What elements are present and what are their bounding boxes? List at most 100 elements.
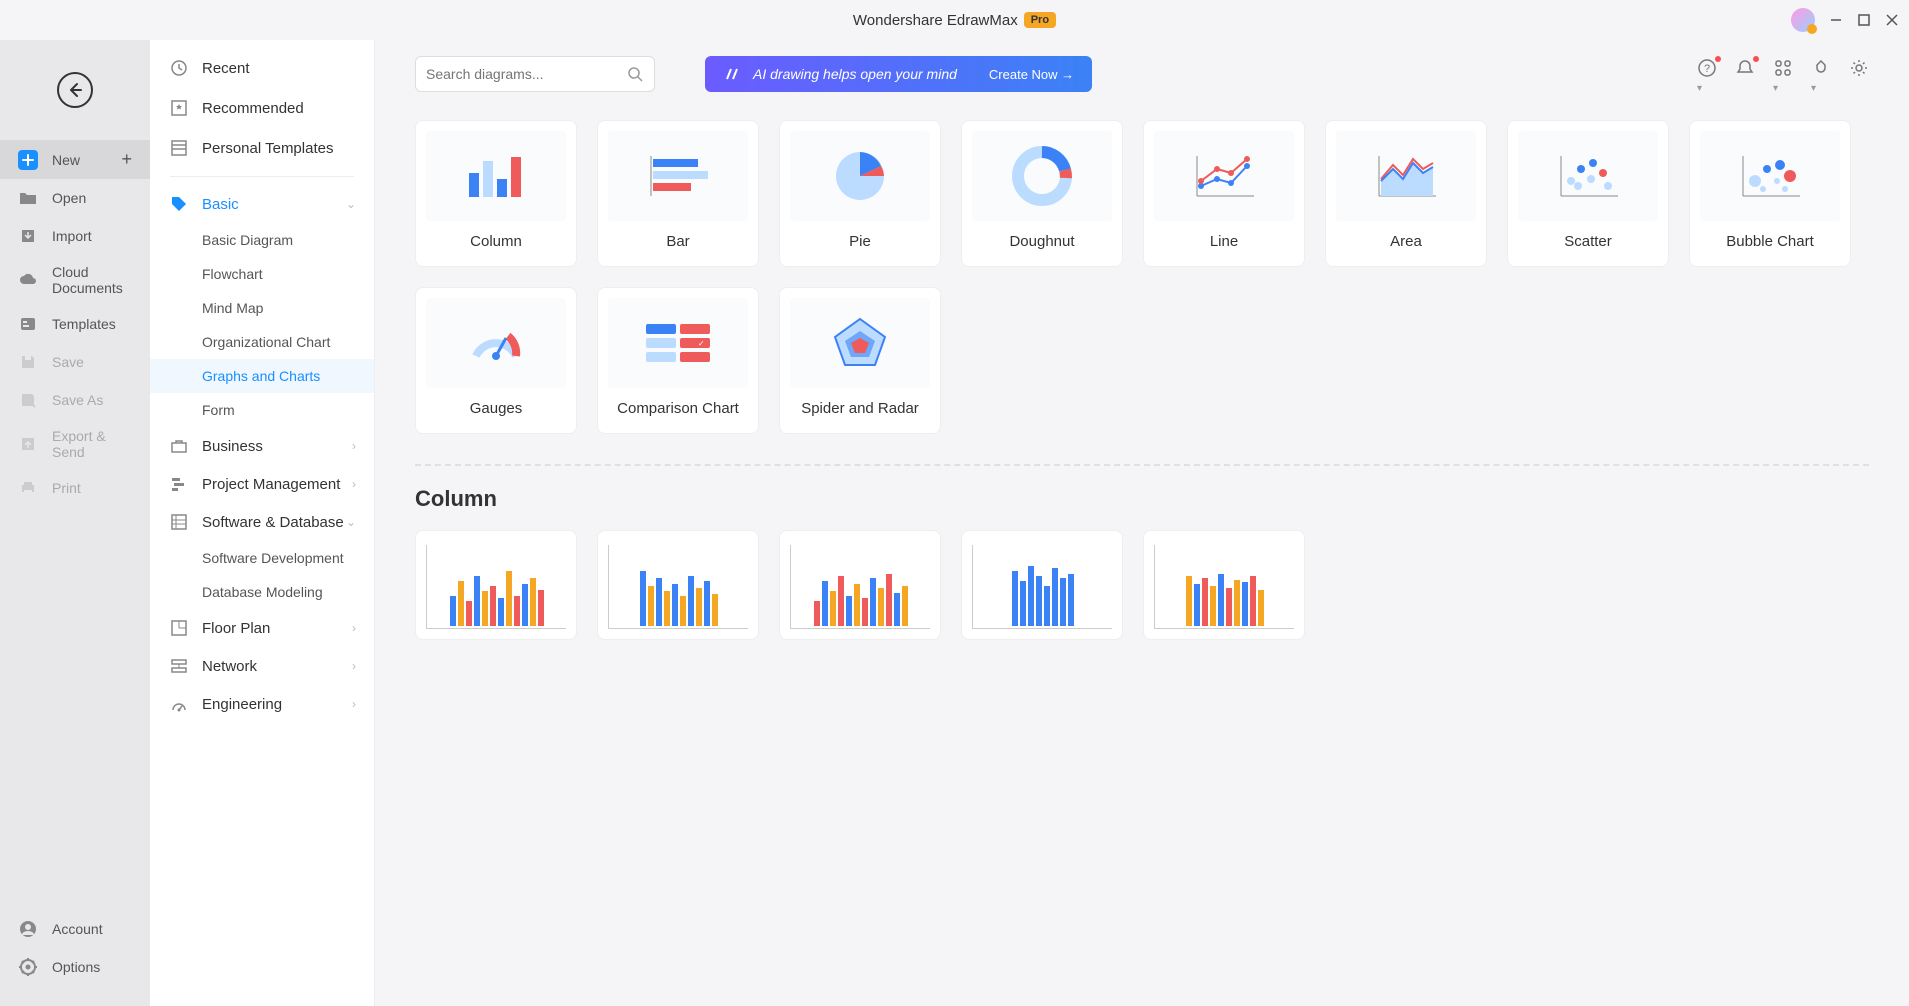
subcategory-graphs-charts[interactable]: Graphs and Charts [150, 359, 374, 393]
template-preview [1154, 545, 1294, 629]
top-toolbar: ?▾ ▾ ▾ [1697, 58, 1869, 96]
category-label: Engineering [202, 696, 282, 713]
preview-column [426, 131, 566, 221]
sidebar-item-print[interactable]: Print [0, 469, 150, 507]
card-bubble[interactable]: Bubble Chart [1689, 120, 1851, 267]
template-card[interactable] [1143, 530, 1305, 640]
card-bar[interactable]: Bar [597, 120, 759, 267]
card-gauges[interactable]: Gauges [415, 287, 577, 434]
engineering-icon [170, 695, 188, 713]
sidebar-item-label: Save As [52, 392, 103, 408]
create-now-button[interactable]: Create Now → [989, 67, 1074, 82]
card-label: Doughnut [1009, 233, 1074, 250]
maximize-icon[interactable] [1857, 13, 1871, 27]
template-grid [415, 530, 1869, 640]
card-area[interactable]: Area [1325, 120, 1487, 267]
save-icon [18, 352, 38, 372]
star-icon [170, 99, 188, 117]
subcategory-database-modeling[interactable]: Database Modeling [150, 575, 374, 609]
category-label: Network [202, 658, 257, 675]
card-column[interactable]: Column [415, 120, 577, 267]
preview-bar [608, 131, 748, 221]
card-scatter[interactable]: Scatter [1507, 120, 1669, 267]
cloud-icon [18, 270, 38, 290]
chevron-right-icon: › [352, 477, 356, 491]
template-card[interactable] [597, 530, 759, 640]
search-field[interactable] [426, 66, 626, 82]
sidebar-item-account[interactable]: Account [0, 910, 150, 948]
category-business[interactable]: Business › [150, 427, 374, 465]
category-label: Floor Plan [202, 620, 270, 637]
subcategory-form[interactable]: Form [150, 393, 374, 427]
card-line[interactable]: Line [1143, 120, 1305, 267]
search-input[interactable] [415, 56, 655, 92]
preview-comparison: ✓ [608, 298, 748, 388]
sidebar-item-label: Cloud Documents [52, 264, 132, 296]
card-doughnut[interactable]: Doughnut [961, 120, 1123, 267]
bell-icon[interactable] [1735, 58, 1755, 96]
category-project-management[interactable]: Project Management › [150, 465, 374, 503]
card-label: Pie [849, 233, 871, 250]
tag-icon [170, 195, 188, 213]
minimize-icon[interactable] [1829, 13, 1843, 27]
theme-icon[interactable]: ▾ [1811, 58, 1831, 96]
card-pie[interactable]: Pie [779, 120, 941, 267]
template-preview [972, 545, 1112, 629]
database-icon [170, 513, 188, 531]
help-icon[interactable]: ?▾ [1697, 58, 1717, 96]
subcategory-basic-diagram[interactable]: Basic Diagram [150, 223, 374, 257]
titlebar: Wondershare EdrawMax Pro [0, 0, 1909, 40]
subcategory-mind-map[interactable]: Mind Map [150, 291, 374, 325]
briefcase-icon [170, 437, 188, 455]
sidebar-item-import[interactable]: Import [0, 217, 150, 255]
category-engineering[interactable]: Engineering › [150, 685, 374, 723]
sidebar-item-templates[interactable]: Templates [0, 305, 150, 343]
sidebar-item-label: Import [52, 228, 92, 244]
sidebar-item-export[interactable]: Export & Send [0, 419, 150, 469]
nav-recent[interactable]: Recent [170, 48, 354, 88]
card-label: Spider and Radar [801, 400, 919, 417]
category-basic[interactable]: Basic ⌄ [150, 185, 374, 223]
category-network[interactable]: Network › [150, 647, 374, 685]
nav-label: Recommended [202, 100, 304, 117]
preview-scatter [1518, 131, 1658, 221]
chevron-down-icon: ⌄ [346, 197, 356, 211]
sidebar-item-options[interactable]: Options [0, 948, 150, 986]
card-label: Bar [666, 233, 689, 250]
subcategory-org-chart[interactable]: Organizational Chart [150, 325, 374, 359]
template-card[interactable] [961, 530, 1123, 640]
card-radar[interactable]: Spider and Radar [779, 287, 941, 434]
nav-label: Personal Templates [202, 140, 333, 157]
category-software-database[interactable]: Software & Database ⌄ [150, 503, 374, 541]
back-button[interactable] [57, 72, 93, 108]
sidebar-item-label: New [52, 152, 80, 168]
app-title: Wondershare EdrawMax [853, 12, 1018, 29]
ai-banner[interactable]: AI drawing helps open your mind Create N… [705, 56, 1092, 92]
section-title: Column [415, 486, 1869, 512]
subcategory-software-dev[interactable]: Software Development [150, 541, 374, 575]
card-label: Scatter [1564, 233, 1612, 250]
gear-icon [18, 957, 38, 977]
template-card[interactable] [415, 530, 577, 640]
shortcut-icon[interactable]: ▾ [1773, 58, 1793, 96]
plus-square-icon [18, 150, 38, 170]
nav-personal-templates[interactable]: Personal Templates [170, 128, 354, 168]
card-comparison[interactable]: ✓ Comparison Chart [597, 287, 759, 434]
category-floor-plan[interactable]: Floor Plan › [150, 609, 374, 647]
close-icon[interactable] [1885, 13, 1899, 27]
sidebar-item-open[interactable]: Open [0, 179, 150, 217]
main-content: ?▾ ▾ ▾ AI drawing helps open your mind C… [375, 40, 1909, 1006]
sidebar-item-new[interactable]: New + [0, 140, 150, 179]
sidebar-item-cloud[interactable]: Cloud Documents [0, 255, 150, 305]
account-icon [18, 919, 38, 939]
template-card[interactable] [779, 530, 941, 640]
avatar[interactable] [1791, 8, 1815, 32]
clock-icon [170, 59, 188, 77]
subcategory-flowchart[interactable]: Flowchart [150, 257, 374, 291]
category-label: Business [202, 438, 263, 455]
nav-recommended[interactable]: Recommended [170, 88, 354, 128]
add-icon[interactable]: + [121, 149, 132, 170]
sidebar-item-save[interactable]: Save [0, 343, 150, 381]
settings-icon[interactable] [1849, 58, 1869, 96]
sidebar-item-saveas[interactable]: Save As [0, 381, 150, 419]
